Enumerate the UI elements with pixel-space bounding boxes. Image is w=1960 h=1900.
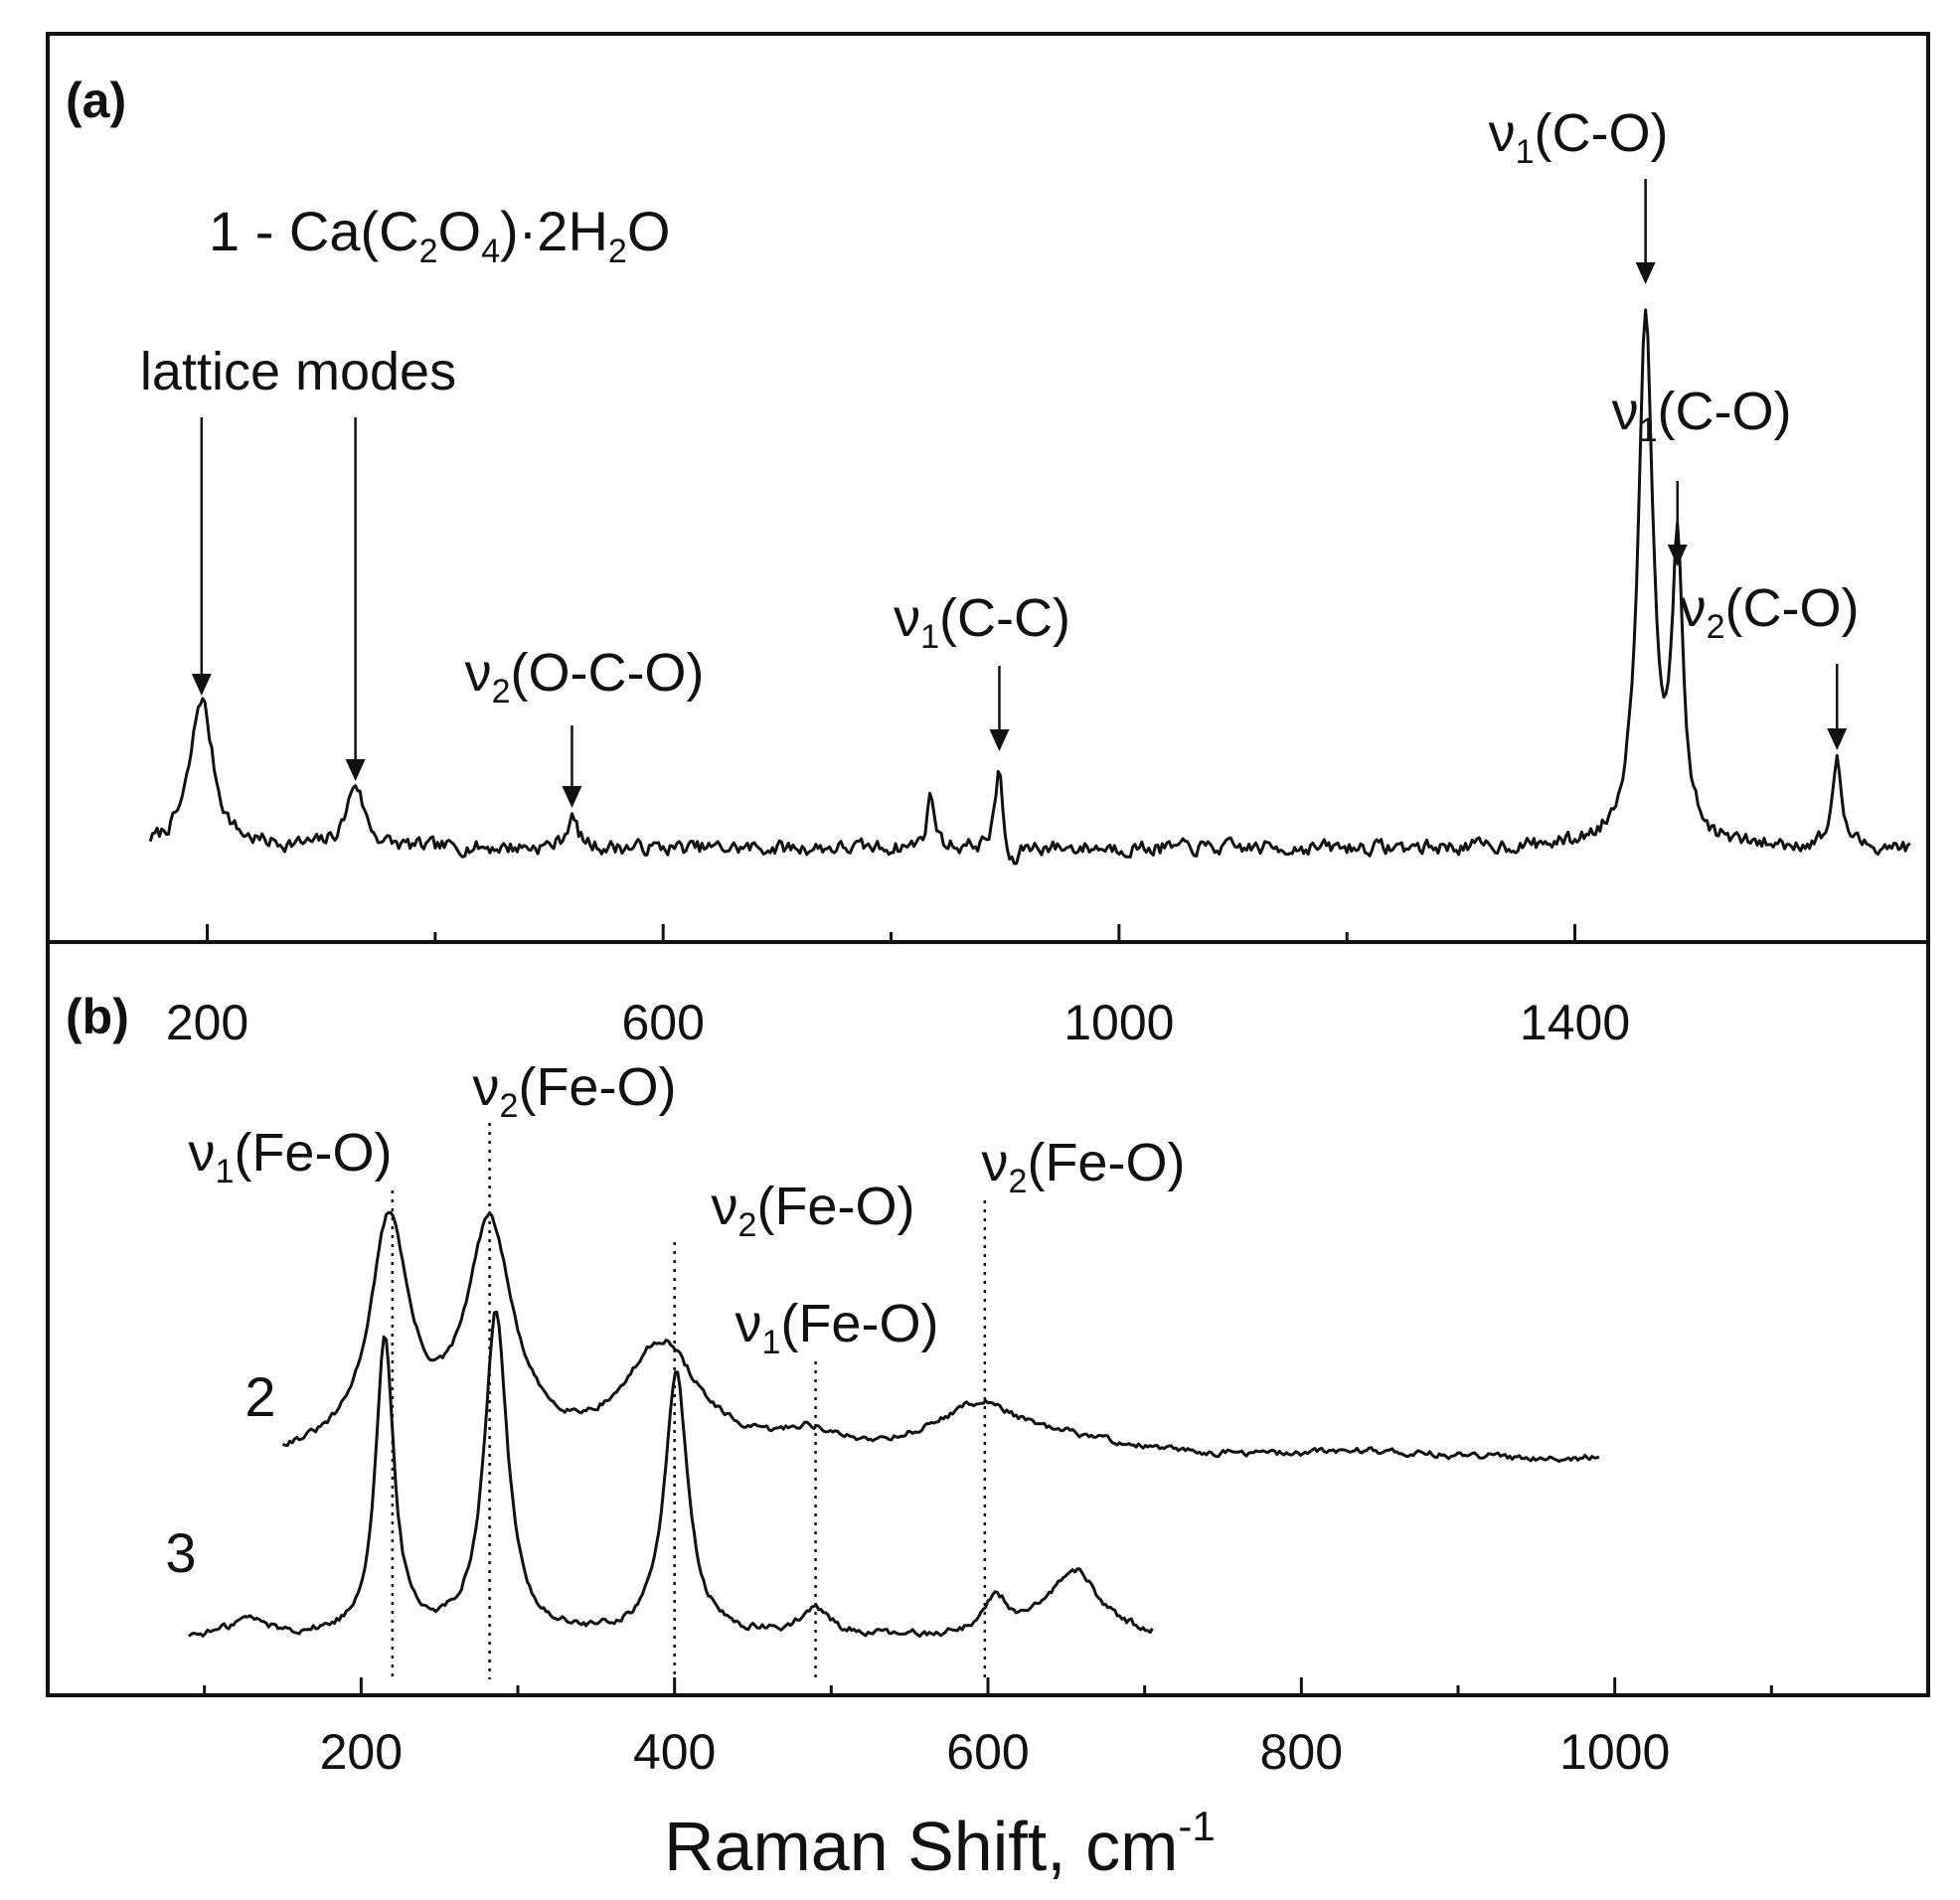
sample-label-sub3: 2 [608,233,627,270]
annotation-arrow-head [191,674,212,696]
panel-a-annotations: lattice modesν2(O-C-O)ν1(C-C)ν1(C-O)ν1(C… [140,103,1860,808]
annotation-base: ν [1680,578,1707,638]
annotation-sub: 2 [738,1206,757,1244]
annotation-base: ν [465,643,492,703]
annotation-arrow-head [1827,728,1848,750]
sample-label-mid: O [438,200,482,262]
annotation-sub: 1 [216,1153,235,1190]
x-axis-label: Raman Shift, cm-1 [664,1803,1216,1885]
annotation-tail: (O-C-O) [510,643,704,703]
annotation-base: ν [735,1294,762,1353]
sample-label-mid2: )·2H [500,200,608,262]
panel-a-peak-annotation: ν1(C-O) [1612,382,1792,449]
panel-a-tick-label: 200 [166,995,248,1050]
annotation-sub: 1 [762,1324,781,1361]
panel-b-peak-annotation: ν1(Fe-O) [735,1294,939,1361]
panel-b-traces: 23 [165,1210,1600,1639]
panel-b-frame [46,940,1930,1697]
annotation-base: ν [894,588,920,648]
panel-b-x-ticks: 200 400 600 800 1000 [203,1677,1773,1780]
panel-b-tick-label: 800 [1260,1724,1343,1780]
panel-a-label: (a) [66,73,126,128]
panel-a-tick-label: 1400 [1520,995,1630,1050]
panel-b-peak-annotation: ν2(Fe-O) [982,1133,1186,1200]
panel-b-peak-annotation: ν2(Fe-O) [473,1057,677,1125]
annotation-sub: 2 [1009,1163,1028,1200]
panel-b-peak-annotation: ν2(Fe-O) [712,1177,915,1244]
annotation-tail: (C-C) [939,588,1070,648]
panel-a-tick-label: 600 [621,995,704,1050]
panel-b-tick-label: 1000 [1559,1724,1670,1780]
panel-b: (b) 200 400 600 800 1000 23 ν1(Fe-O)ν2(Fe-O)… [46,940,1930,1885]
annotation-sub: 1 [1516,133,1535,171]
panel-b-peak-annotation: ν1(Fe-O) [189,1123,393,1190]
annotation-arrow-head [562,786,582,808]
annotation-tail: (C-O) [1657,382,1791,441]
annotation-tail: (Fe-O) [234,1123,392,1183]
annotation-arrow-head [1667,545,1688,566]
panel-b-label: (b) [66,989,129,1044]
sample-label-sub2: 4 [481,233,500,270]
annotation-base: ν [473,1057,500,1117]
panel-b-series-label: 3 [165,1521,196,1584]
annotation-tail: (C-O) [1534,103,1668,163]
panel-a-x-ticks: 200 600 1000 1400 [166,924,1630,1050]
annotation-base: ν [1489,103,1516,163]
annotation-tail: (Fe-O) [518,1057,676,1117]
panel-a-peak-annotation: lattice modes [140,342,456,401]
panel-a-peak-annotation: ν1(C-O) [1489,103,1669,171]
annotation-arrow-head [345,759,366,781]
annotation-base: ν [189,1123,216,1183]
annotation-tail: (Fe-O) [780,1294,938,1353]
panel-b-tick-label: 400 [633,1724,716,1780]
annotation-tail: (Fe-O) [1027,1133,1185,1192]
annotation-base: ν [982,1133,1009,1192]
annotation-arrow-head [1635,262,1656,284]
annotation-tail: (Fe-O) [756,1177,914,1236]
panel-a-frame [46,32,1930,944]
panel-a-trace [148,308,1911,866]
panel-a: (a) 1 - Ca(C2O4)·2H2O 200 600 1000 1400 lat… [46,32,1930,1050]
panel-b-spectrum-3 [188,1310,1154,1639]
annotation-sub: 2 [492,673,511,711]
sample-label-prefix: 1 - Ca(C [209,200,419,262]
annotation-tail: (C-O) [1724,578,1859,638]
panel-b-series-label: 2 [245,1365,275,1428]
annotation-sub: 2 [500,1087,519,1125]
panel-a-peak-annotation: ν1(C-C) [894,588,1070,656]
panel-a-peak-annotation: ν2(C-O) [1680,578,1860,646]
panel-b-spectrum-2 [281,1210,1600,1464]
annotation-sub: 2 [1707,608,1725,646]
annotation-sub: 1 [1639,411,1658,449]
panel-b-annotations: ν1(Fe-O)ν2(Fe-O)ν2(Fe-O)ν1(Fe-O)ν2(Fe-O) [189,1057,1186,1361]
annotation-sub: 1 [920,618,939,656]
panel-b-tick-label: 600 [946,1724,1029,1780]
panel-a-spectrum [148,308,1911,866]
annotation-base: ν [712,1177,738,1236]
panel-a-sample-label: 1 - Ca(C2O4)·2H2O [209,200,670,270]
panel-a-peak-annotation: ν2(O-C-O) [465,643,705,711]
panel-b-tick-label: 200 [320,1724,403,1780]
x-axis-label-text: Raman Shift, cm [664,1808,1178,1885]
annotation-base: ν [1612,382,1639,441]
x-axis-label-sup: -1 [1178,1803,1215,1849]
sample-label-suffix: O [627,200,671,262]
sample-label-sub1: 2 [419,233,438,270]
panel-a-tick-label: 1000 [1063,995,1174,1050]
annotation-arrow-head [989,729,1010,751]
annotation-base: lattice modes [140,342,456,401]
